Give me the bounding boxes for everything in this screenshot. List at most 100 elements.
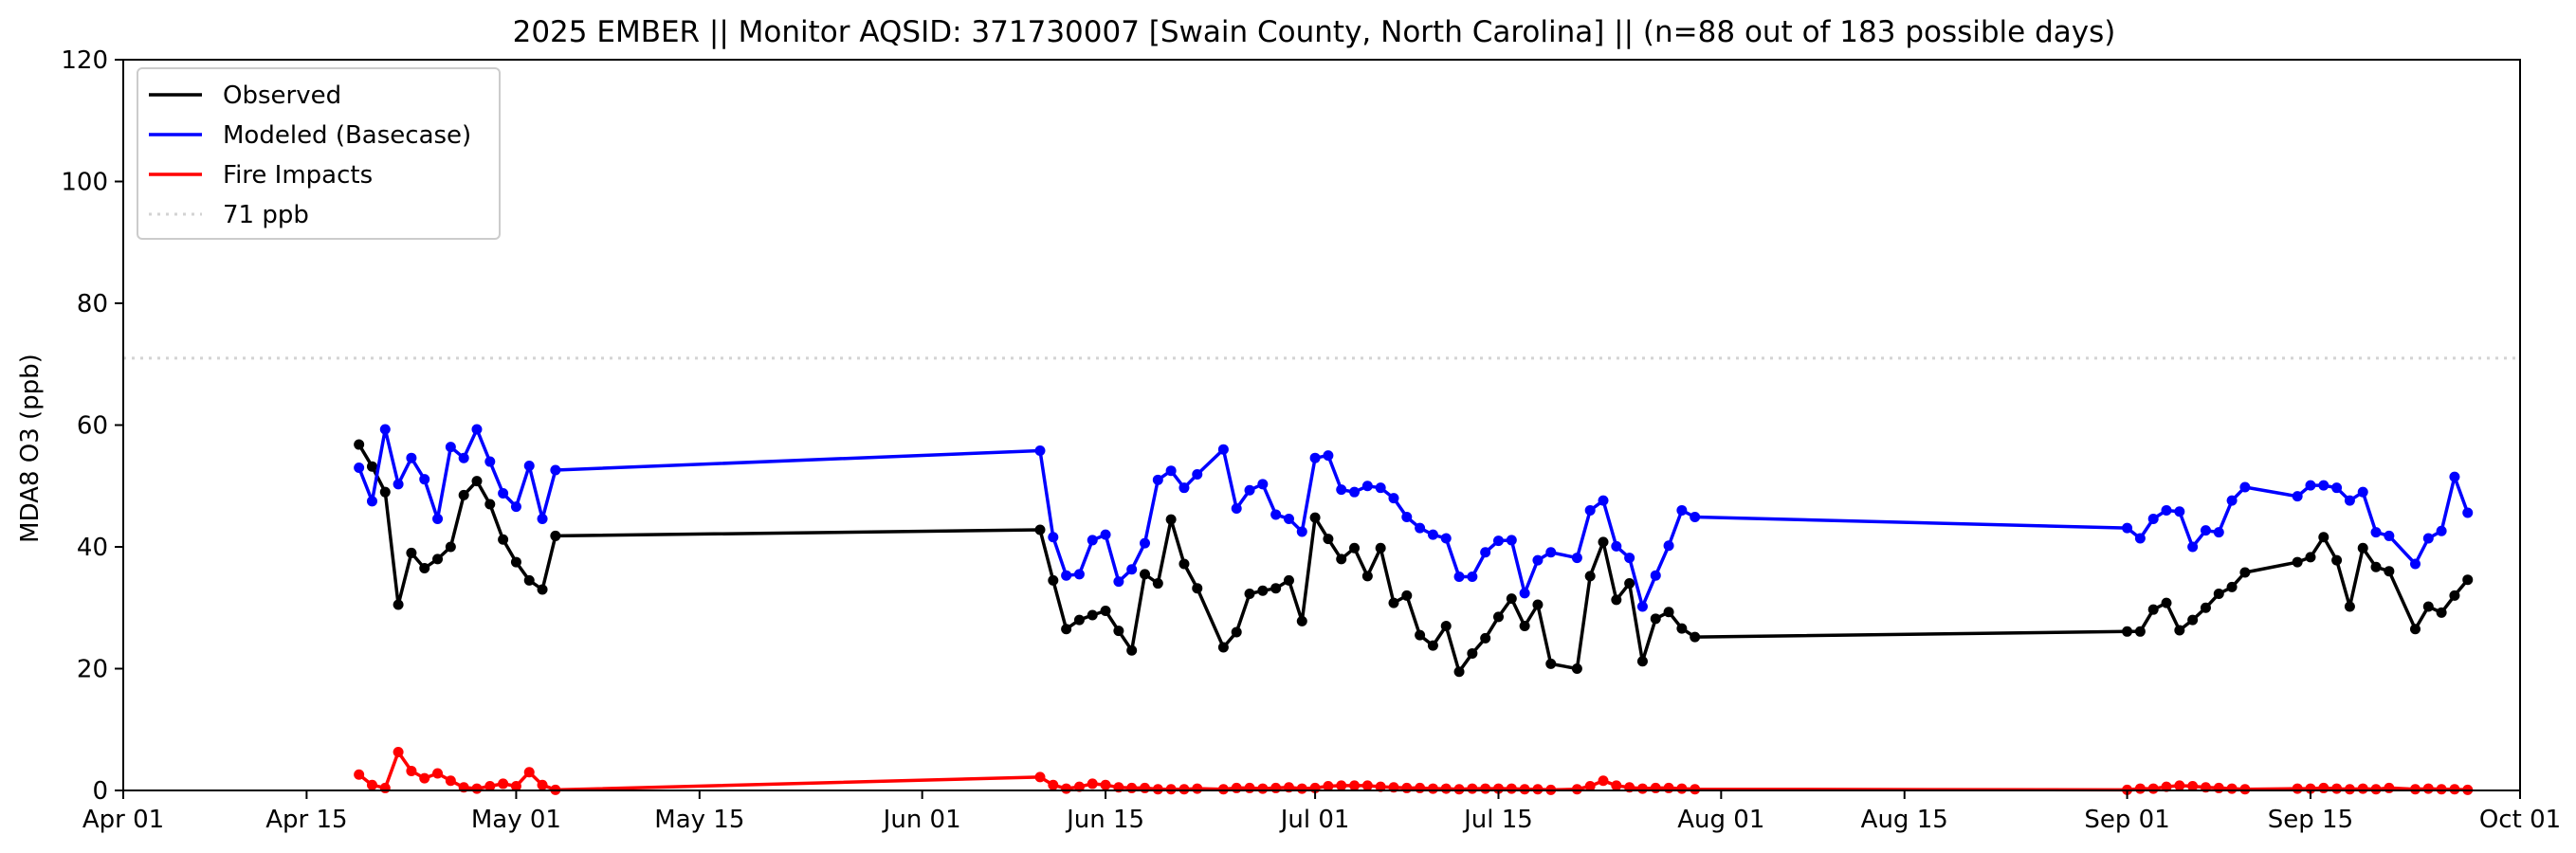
data-point: [1492, 535, 1504, 547]
data-point: [1401, 782, 1413, 793]
data-point: [1165, 465, 1177, 477]
data-point: [1257, 585, 1269, 596]
data-point: [1178, 558, 1190, 570]
data-point: [2226, 581, 2238, 592]
y-tick-label: 20: [77, 656, 108, 684]
data-point: [2318, 782, 2329, 793]
x-tick-label: Jul 15: [1462, 806, 1533, 834]
data-point: [393, 479, 404, 490]
data-point: [406, 547, 417, 558]
data-point: [1361, 780, 1373, 791]
data-point: [1126, 644, 1138, 656]
data-point: [2213, 588, 2224, 599]
data-point: [1519, 621, 1530, 632]
data-point: [419, 474, 430, 485]
legend-label: Modeled (Basecase): [223, 121, 471, 150]
data-point: [2436, 607, 2447, 618]
x-tick-label: Aug 01: [1677, 806, 1764, 834]
data-point: [2187, 781, 2199, 792]
data-point: [1388, 597, 1399, 608]
data-point: [2384, 566, 2395, 577]
data-point: [1453, 666, 1465, 678]
data-point: [1257, 783, 1269, 794]
x-tick-label: Jul 01: [1279, 806, 1350, 834]
data-point: [2409, 558, 2421, 570]
data-point: [1048, 779, 1059, 790]
data-point: [1231, 782, 1242, 793]
data-point: [366, 461, 377, 472]
data-point: [1440, 621, 1452, 632]
data-point: [1231, 503, 1242, 515]
data-point: [2344, 601, 2355, 612]
data-point: [1257, 479, 1269, 490]
data-point: [1034, 524, 1046, 535]
data-point: [484, 499, 496, 510]
data-point: [2187, 614, 2199, 626]
data-point: [1270, 583, 1282, 594]
data-point: [1073, 614, 1085, 626]
data-point: [1296, 615, 1307, 626]
chart-title: 2025 EMBER || Monitor AQSID: 371730007 […: [513, 15, 2116, 49]
data-point: [2147, 513, 2159, 524]
data-point: [523, 574, 535, 586]
data-point: [1401, 590, 1413, 601]
data-point: [1100, 529, 1111, 540]
data-point: [1532, 784, 1544, 795]
data-point: [498, 534, 509, 545]
data-point: [2462, 507, 2474, 518]
data-point: [2122, 522, 2133, 534]
data-point: [1061, 570, 1072, 581]
data-point: [2174, 506, 2185, 517]
data-point: [432, 768, 444, 779]
data-point: [1532, 599, 1544, 610]
data-point: [1440, 783, 1452, 794]
data-point: [1087, 778, 1098, 789]
data-point: [1192, 469, 1203, 481]
y-axis-label: MDA8 O3 (ppb): [16, 354, 45, 543]
data-point: [1061, 624, 1072, 635]
data-point: [1467, 571, 1478, 582]
data-point: [1427, 783, 1438, 794]
data-point: [1361, 571, 1373, 582]
data-point: [1663, 540, 1674, 552]
data-point: [1192, 783, 1203, 794]
data-point: [1545, 547, 1557, 558]
data-point: [1152, 784, 1163, 795]
data-point: [2344, 784, 2355, 795]
data-point: [1140, 537, 1151, 549]
data-point: [1690, 784, 1701, 795]
data-point: [1663, 607, 1674, 618]
data-point: [1650, 570, 1661, 581]
data-point: [1100, 779, 1111, 790]
data-point: [2370, 527, 2382, 538]
data-point: [1480, 547, 1491, 558]
data-point: [1506, 783, 1517, 794]
series-line: [357, 750, 2468, 792]
data-point: [1676, 623, 1688, 634]
data-point: [1073, 781, 1085, 792]
data-point: [1140, 569, 1151, 580]
data-point: [2200, 602, 2211, 613]
data-point: [1467, 783, 1478, 794]
data-point: [1231, 626, 1242, 638]
data-point: [419, 562, 430, 573]
data-point: [1571, 553, 1582, 564]
data-point: [1336, 780, 1347, 791]
data-point: [1690, 512, 1701, 523]
series-layer: [354, 424, 2474, 795]
data-point: [2292, 783, 2303, 794]
y-tick-label: 120: [61, 46, 108, 75]
data-point: [1427, 529, 1438, 540]
x-tick-label: Sep 15: [2268, 806, 2353, 834]
data-point: [1073, 569, 1085, 580]
x-tick-label: May 01: [471, 806, 561, 834]
x-tick-label: Sep 01: [2084, 806, 2169, 834]
data-point: [1624, 553, 1635, 564]
data-point: [1034, 771, 1046, 783]
data-point: [1611, 540, 1622, 552]
data-point: [1415, 782, 1426, 793]
data-point: [1034, 445, 1046, 456]
axes-layer: 0 20 40 60 80 100 120 Apr 01 Apr 15 May 01 May 15 J…: [61, 46, 2561, 834]
data-point: [1611, 780, 1622, 791]
data-point: [1532, 554, 1544, 566]
